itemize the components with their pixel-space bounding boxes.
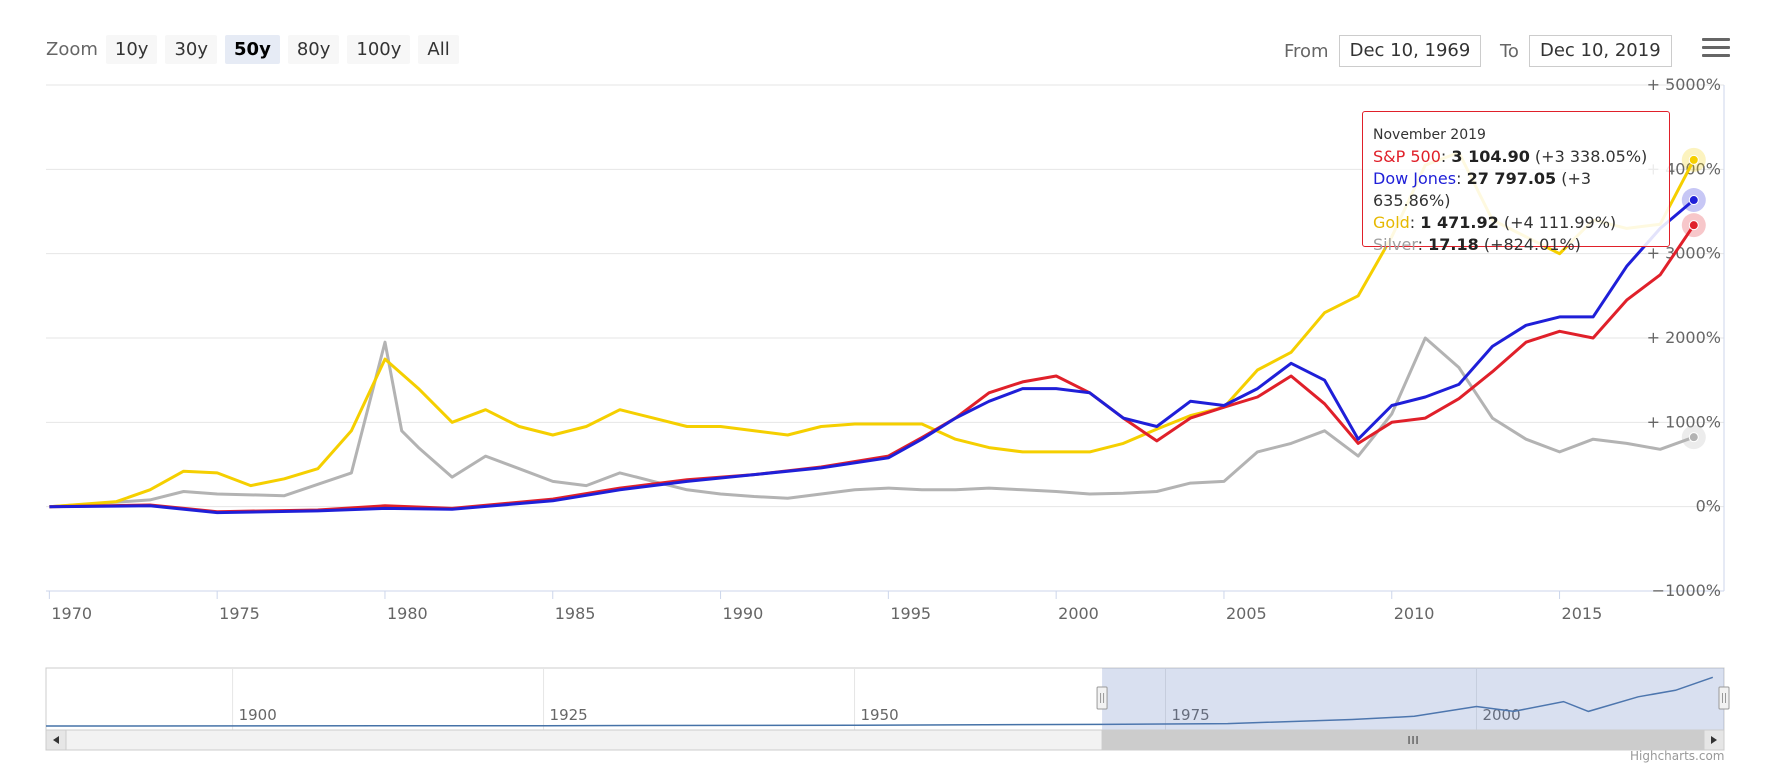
marker-s-p-500 bbox=[1688, 220, 1699, 231]
marker-dow-jones bbox=[1688, 195, 1699, 206]
hamburger-menu-icon[interactable] bbox=[1702, 38, 1730, 62]
tooltip-value: 3 104.90 bbox=[1451, 147, 1530, 166]
to-date-input[interactable]: Dec 10, 2019 bbox=[1528, 35, 1672, 67]
zoom-80y-button[interactable]: 80y bbox=[287, 34, 340, 64]
series-line-dow-jones bbox=[49, 198, 1695, 515]
tooltip-change: (+3 338.05%) bbox=[1529, 147, 1648, 166]
tooltip-row: S&P 500: 3 104.90 (+3 338.05%) bbox=[1373, 146, 1659, 168]
x-tick-label: 1985 bbox=[555, 604, 596, 623]
navigator-left-handle bbox=[1096, 686, 1108, 710]
tooltip-header: November 2019 bbox=[1373, 127, 1486, 143]
tooltip-separator: : bbox=[1456, 169, 1467, 188]
y-tick-label: 0% bbox=[1696, 497, 1721, 516]
zoom-bar: Zoom 10y 30y 50y 80y 100y All bbox=[46, 32, 467, 66]
zoom-all-button[interactable]: All bbox=[418, 34, 459, 64]
from-label: From bbox=[1284, 40, 1329, 62]
tooltip-series-name: Gold bbox=[1373, 213, 1410, 232]
to-label: To bbox=[1500, 40, 1519, 62]
x-tick-label: 2015 bbox=[1562, 604, 1603, 623]
series-line-s-p-500 bbox=[49, 224, 1696, 514]
tooltip-separator: : bbox=[1409, 213, 1421, 232]
x-tick-label: 1995 bbox=[890, 604, 931, 623]
scroll-left-arrow-icon bbox=[53, 736, 59, 744]
tooltip-row: Gold: 1 471.92 (+4 111.99%) bbox=[1373, 212, 1659, 234]
navigator-series-line bbox=[45, 676, 1714, 727]
scroll-right-arrow-icon bbox=[1711, 736, 1717, 744]
from-date-input[interactable]: Dec 10, 1969 bbox=[1338, 35, 1482, 67]
tooltip-value: 27 797.05 bbox=[1466, 169, 1557, 188]
tooltip: November 2019 S&P 500: 3 104.90 (+3 338.… bbox=[1362, 111, 1670, 254]
x-tick-label: 2005 bbox=[1226, 604, 1267, 623]
from-range: From Dec 10, 1969 bbox=[1284, 34, 1482, 68]
tooltip-value: 1 471.92 bbox=[1420, 213, 1499, 232]
tooltip-row: Dow Jones: 27 797.05 (+3 635.86%) bbox=[1373, 168, 1659, 212]
y-tick-label: −1000% bbox=[1652, 581, 1721, 600]
tooltip-value: 17.18 bbox=[1428, 235, 1479, 254]
tooltip-series-name: Dow Jones bbox=[1373, 169, 1457, 188]
y-tick-label: + 5000% bbox=[1647, 75, 1721, 94]
zoom-10y-button[interactable]: 10y bbox=[105, 34, 158, 64]
navigator-frame bbox=[45, 667, 1725, 731]
series-line-silver bbox=[49, 336, 1695, 509]
zoom-30y-button[interactable]: 30y bbox=[165, 34, 218, 64]
tooltip-row: Silver: 17.18 (+824.01%) bbox=[1373, 234, 1659, 256]
x-tick-label: 1970 bbox=[51, 604, 92, 623]
tooltip-change: (+3 635.86%) bbox=[1373, 169, 1592, 210]
tooltip-separator: : bbox=[1417, 235, 1429, 254]
navigator-label: 1925 bbox=[550, 706, 588, 724]
marker-silver bbox=[1688, 432, 1699, 443]
navigator-label: 1950 bbox=[861, 706, 899, 724]
navigator[interactable]: 19001925195019752000 bbox=[45, 667, 1730, 751]
zoom-100y-button[interactable]: 100y bbox=[347, 34, 411, 64]
credit-link[interactable]: Highcharts.com bbox=[1630, 749, 1725, 763]
x-tick-label: 1990 bbox=[723, 604, 764, 623]
x-tick-label: 2010 bbox=[1394, 604, 1435, 623]
navigator-label: 1975 bbox=[1171, 706, 1209, 724]
y-tick-label: + 3000% bbox=[1647, 244, 1721, 263]
y-tick-label: + 2000% bbox=[1647, 328, 1721, 347]
zoom-label: Zoom bbox=[46, 38, 98, 60]
x-tick-label: 2000 bbox=[1058, 604, 1099, 623]
y-tick-label: + 1000% bbox=[1647, 412, 1721, 431]
to-range: To Dec 10, 2019 bbox=[1500, 34, 1672, 68]
x-axis: 1970 1975 1980 1985 1990 1995 2000 2005 2010 2015 bbox=[46, 85, 1725, 623]
navigator-right-handle bbox=[1718, 686, 1730, 710]
tooltip-rows: S&P 500: 3 104.90 (+3 338.05%) Dow Jones:… bbox=[1373, 146, 1659, 256]
navigator-label: 1900 bbox=[239, 706, 277, 724]
tooltip-change: (+824.01%) bbox=[1478, 235, 1581, 254]
x-tick-label: 1980 bbox=[387, 604, 428, 623]
tooltip-separator: : bbox=[1440, 147, 1452, 166]
zoom-50y-button[interactable]: 50y bbox=[225, 34, 280, 64]
navigator-selection-mask bbox=[1102, 668, 1724, 730]
tooltip-change: (+4 111.99%) bbox=[1498, 213, 1617, 232]
tooltip-series-name: Silver bbox=[1373, 235, 1418, 254]
x-tick-label: 1975 bbox=[219, 604, 260, 623]
marker-gold bbox=[1688, 154, 1699, 165]
hover-markers bbox=[1681, 147, 1706, 450]
tooltip-series-name: S&P 500 bbox=[1373, 147, 1441, 166]
